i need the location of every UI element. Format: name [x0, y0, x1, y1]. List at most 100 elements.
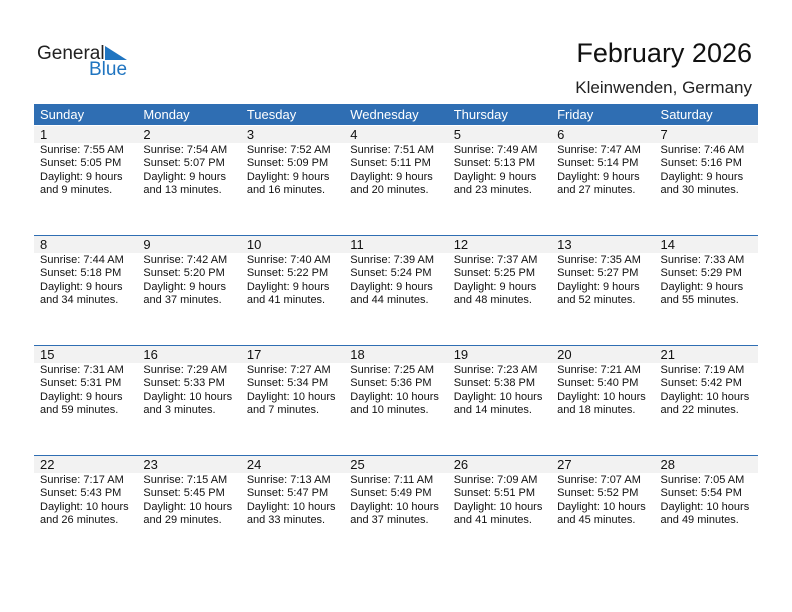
day-info: Sunrise: 7:46 AM Sunset: 5:16 PM Daylight:…: [655, 143, 758, 198]
daylight-minutes-text: and 16 minutes.: [246, 184, 326, 197]
daylight-minutes-text: and 13 minutes.: [143, 184, 222, 197]
daylight-minutes-text: and 44 minutes.: [350, 294, 429, 307]
sunrise-text: Sunrise: 7:09 AM: [453, 474, 538, 486]
day-number: 22: [34, 456, 138, 473]
day-number: 17: [240, 346, 345, 363]
day-info: Sunrise: 7:52 AM Sunset: 5:09 PM Daylight:…: [241, 143, 344, 198]
daylight-text: Daylight: 9 hours: [40, 390, 123, 403]
day-cell: 20 Sunrise: 7:21 AM Sunset: 5:40 PM Dayligh…: [551, 346, 655, 418]
daylight-minutes-text: and 20 minutes.: [350, 184, 429, 197]
daylight-text: Daylight: 10 hours: [40, 500, 129, 513]
daylight-text: Daylight: 10 hours: [350, 500, 439, 513]
sunset-text: Sunset: 5:13 PM: [453, 157, 536, 170]
day-cell: 19 Sunrise: 7:23 AM Sunset: 5:38 PM Dayligh…: [447, 346, 552, 418]
daylight-text: Daylight: 10 hours: [557, 390, 646, 403]
weekday-saturday: Saturday: [660, 107, 713, 122]
daylight-minutes-text: and 3 minutes.: [143, 404, 216, 417]
day-cell: 9 Sunrise: 7:42 AM Sunset: 5:20 PM Daylight…: [137, 236, 241, 308]
day-cell: 24 Sunrise: 7:13 AM Sunset: 5:47 PM Dayligh…: [240, 456, 345, 528]
day-cell: 4 Sunrise: 7:51 AM Sunset: 5:11 PM Daylight…: [344, 126, 448, 198]
day-info: Sunrise: 7:33 AM Sunset: 5:29 PM Daylight:…: [655, 253, 758, 308]
sunrise-text: Sunrise: 7:47 AM: [557, 144, 641, 156]
daylight-minutes-text: and 48 minutes.: [453, 294, 532, 307]
daylight-text: Daylight: 9 hours: [40, 170, 123, 183]
week-row: 15 Sunrise: 7:31 AM Sunset: 5:31 PM Dayligh…: [34, 345, 758, 418]
sunrise-text: Sunrise: 7:52 AM: [246, 144, 331, 156]
sunrise-text: Sunrise: 7:27 AM: [246, 364, 331, 376]
day-info: Sunrise: 7:05 AM Sunset: 5:54 PM Daylight:…: [655, 473, 758, 528]
sunset-text: Sunset: 5:31 PM: [40, 377, 122, 390]
sunset-text: Sunset: 5:38 PM: [453, 377, 536, 390]
daylight-text: Daylight: 9 hours: [557, 280, 640, 293]
day-info: Sunrise: 7:54 AM Sunset: 5:07 PM Daylight:…: [137, 143, 240, 198]
daylight-text: Daylight: 9 hours: [246, 280, 330, 293]
sunrise-text: Sunrise: 7:17 AM: [40, 474, 124, 486]
logo-blue: Blue: [89, 59, 128, 80]
daylight-text: Daylight: 9 hours: [557, 170, 640, 183]
daylight-text: Daylight: 10 hours: [453, 390, 543, 403]
sunset-text: Sunset: 5:24 PM: [350, 267, 432, 280]
sunrise-text: Sunrise: 7:19 AM: [660, 364, 745, 376]
day-info: Sunrise: 7:51 AM Sunset: 5:11 PM Daylight:…: [344, 143, 447, 198]
sunset-text: Sunset: 5:05 PM: [40, 157, 122, 170]
day-info: Sunrise: 7:13 AM Sunset: 5:47 PM Daylight:…: [241, 473, 344, 528]
sunset-text: Sunset: 5:47 PM: [246, 487, 329, 500]
daylight-minutes-text: and 7 minutes.: [246, 404, 319, 417]
day-number: 11: [344, 236, 448, 253]
sunset-text: Sunset: 5:18 PM: [40, 267, 122, 280]
daylight-text: Daylight: 9 hours: [350, 170, 433, 183]
daylight-text: Daylight: 10 hours: [557, 500, 646, 513]
weekday-monday: Monday: [143, 107, 190, 122]
day-number: 26: [447, 456, 552, 473]
sunrise-text: Sunrise: 7:40 AM: [246, 254, 331, 266]
logo-triangle-icon: [105, 46, 127, 60]
daylight-text: Daylight: 9 hours: [40, 280, 123, 293]
day-number: 4: [344, 126, 448, 143]
location: Kleinwenden, Germany: [575, 78, 752, 97]
day-info: Sunrise: 7:39 AM Sunset: 5:24 PM Daylight:…: [344, 253, 447, 308]
sunrise-text: Sunrise: 7:49 AM: [453, 144, 538, 156]
sunset-text: Sunset: 5:40 PM: [557, 377, 639, 390]
day-number: 3: [240, 126, 345, 143]
day-info: Sunrise: 7:21 AM Sunset: 5:40 PM Daylight:…: [551, 363, 654, 418]
day-number: 9: [137, 236, 241, 253]
day-cell: 21 Sunrise: 7:19 AM Sunset: 5:42 PM Dayligh…: [654, 346, 758, 418]
sunset-text: Sunset: 5:09 PM: [246, 157, 329, 170]
sunrise-text: Sunrise: 7:31 AM: [40, 364, 124, 376]
day-number: 6: [551, 126, 655, 143]
weekday-friday: Friday: [557, 107, 594, 122]
sunrise-text: Sunrise: 7:21 AM: [557, 364, 641, 376]
day-info: Sunrise: 7:35 AM Sunset: 5:27 PM Daylight:…: [551, 253, 654, 308]
sunrise-text: Sunrise: 7:11 AM: [350, 474, 434, 486]
logo-general: General: [37, 43, 105, 64]
sunrise-text: Sunrise: 7:46 AM: [660, 144, 745, 156]
daylight-minutes-text: and 34 minutes.: [40, 294, 119, 307]
daylight-text: Daylight: 9 hours: [660, 170, 744, 183]
day-number: 25: [344, 456, 448, 473]
logo: General Blue: [37, 43, 137, 83]
daylight-minutes-text: and 41 minutes.: [246, 294, 326, 307]
daylight-text: Daylight: 10 hours: [350, 390, 439, 403]
day-cell: 15 Sunrise: 7:31 AM Sunset: 5:31 PM Dayligh…: [34, 346, 138, 418]
sunrise-text: Sunrise: 7:23 AM: [453, 364, 538, 376]
day-cell: 26 Sunrise: 7:09 AM Sunset: 5:51 PM Dayligh…: [447, 456, 552, 528]
day-number: 19: [447, 346, 552, 363]
day-cell: 17 Sunrise: 7:27 AM Sunset: 5:34 PM Dayligh…: [240, 346, 345, 418]
daylight-minutes-text: and 26 minutes.: [40, 514, 119, 527]
daylight-text: Daylight: 9 hours: [350, 280, 433, 293]
sunset-text: Sunset: 5:51 PM: [453, 487, 536, 500]
sunset-text: Sunset: 5:54 PM: [660, 487, 742, 500]
daylight-minutes-text: and 23 minutes.: [453, 184, 532, 197]
daylight-text: Daylight: 9 hours: [453, 280, 537, 293]
sunset-text: Sunset: 5:45 PM: [143, 487, 225, 500]
daylight-text: Daylight: 9 hours: [143, 280, 226, 293]
sunset-text: Sunset: 5:33 PM: [143, 377, 225, 390]
weekday-wednesday: Wednesday: [350, 107, 419, 122]
daylight-text: Daylight: 9 hours: [453, 170, 537, 183]
daylight-text: Daylight: 10 hours: [143, 390, 233, 403]
day-number: 2: [137, 126, 241, 143]
day-cell: 8 Sunrise: 7:44 AM Sunset: 5:18 PM Daylight…: [34, 236, 138, 308]
daylight-minutes-text: and 33 minutes.: [246, 514, 326, 527]
day-number: 1: [34, 126, 138, 143]
sunset-text: Sunset: 5:22 PM: [246, 267, 329, 280]
